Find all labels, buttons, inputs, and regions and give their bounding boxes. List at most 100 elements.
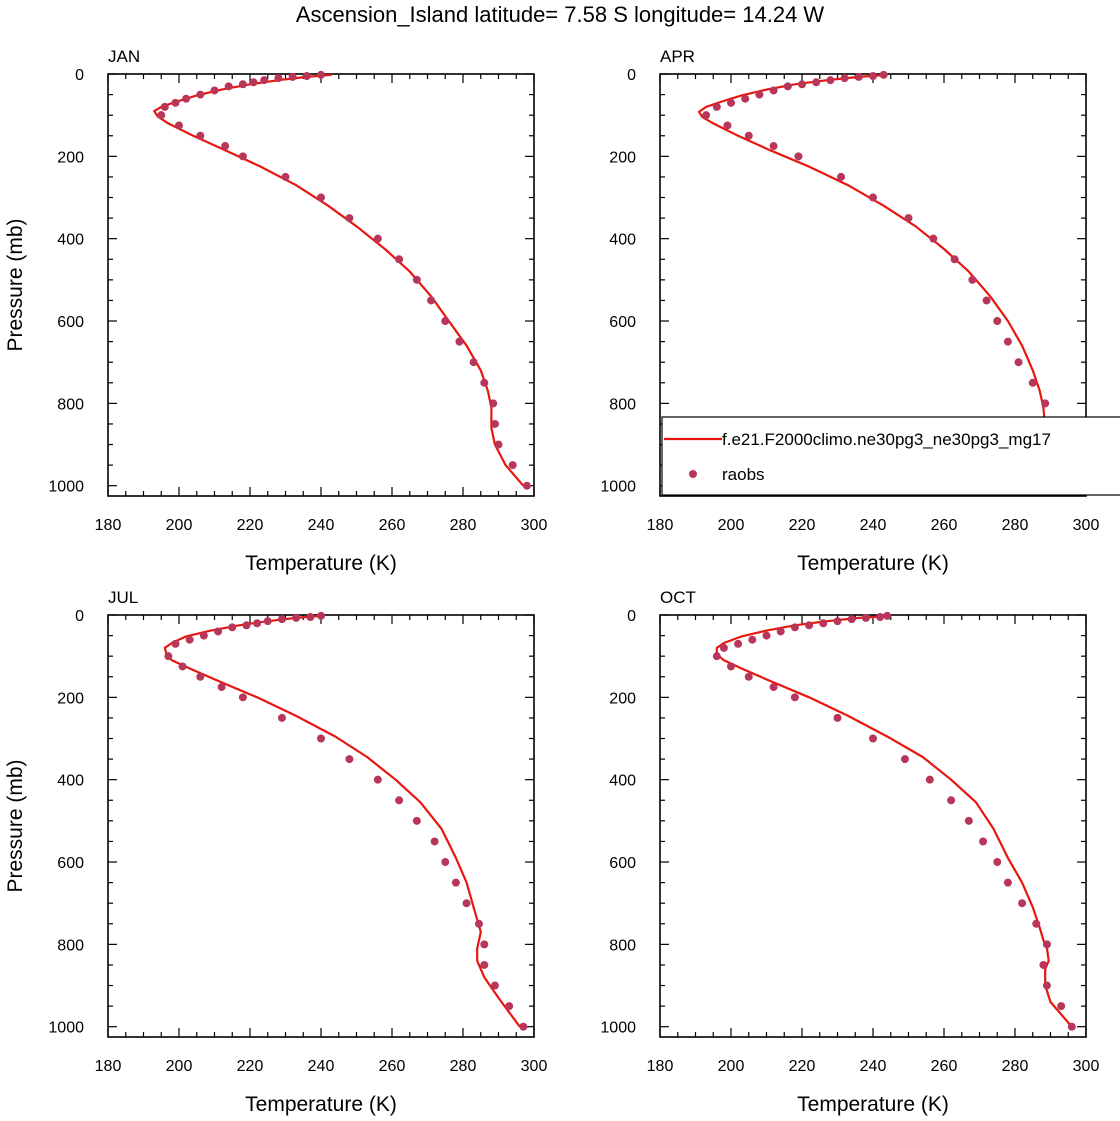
x-tick-label: 300: [521, 517, 548, 534]
x-tick-label: 260: [379, 517, 406, 534]
raobs-point: [1032, 919, 1041, 928]
raobs-point: [869, 72, 877, 81]
raobs-point: [964, 816, 973, 825]
x-axis-label: Temperature (K): [797, 1093, 949, 1116]
x-axis-label: Temperature (K): [245, 1093, 397, 1116]
raobs-point: [427, 296, 436, 305]
plot-frame: [659, 614, 1087, 1038]
x-tick-label: 280: [1002, 1058, 1029, 1075]
raobs-point: [182, 94, 191, 103]
raobs-point: [854, 72, 863, 81]
x-tick-label: 260: [379, 1058, 406, 1075]
raobs-point: [228, 623, 237, 632]
x-tick-label: 280: [1002, 517, 1029, 534]
raobs-point: [1028, 378, 1037, 387]
x-tick-label: 220: [237, 1058, 264, 1075]
raobs-point: [950, 255, 959, 264]
y-tick-label: 800: [57, 396, 84, 413]
raobs-point: [306, 613, 315, 622]
x-tick-label: 260: [931, 1058, 958, 1075]
raobs-point: [175, 121, 183, 130]
raobs-point: [840, 74, 849, 83]
x-tick-label: 200: [166, 1058, 193, 1075]
raobs-point: [317, 193, 325, 202]
raobs-point: [712, 652, 721, 661]
raobs-point: [769, 683, 778, 692]
raobs-point: [451, 878, 460, 887]
raobs-point: [993, 317, 1002, 326]
raobs-point: [1041, 399, 1050, 408]
raobs-point: [1042, 940, 1051, 949]
raobs-point: [430, 837, 439, 846]
raobs-point: [727, 662, 735, 671]
raobs-point: [1057, 1002, 1066, 1011]
y-tick-label: 0: [75, 608, 84, 625]
raobs-point: [879, 70, 888, 79]
raobs-point: [238, 80, 247, 89]
raobs-point: [171, 98, 180, 107]
raobs-point: [171, 639, 180, 648]
raobs-point: [1042, 981, 1051, 990]
raobs-point: [317, 70, 325, 79]
panel-title: OCT: [660, 588, 696, 607]
raobs-point: [395, 796, 404, 805]
raobs-point: [794, 152, 803, 161]
y-tick-label: 400: [57, 232, 84, 249]
raobs-point: [883, 611, 892, 620]
raobs-point: [274, 74, 283, 83]
raobs-point: [412, 816, 421, 825]
raobs-point: [833, 713, 842, 722]
y-tick-label: 0: [627, 608, 636, 625]
raobs-point: [238, 693, 247, 702]
raobs-point: [302, 72, 311, 81]
x-tick-label: 240: [308, 1058, 335, 1075]
raobs-point: [1003, 878, 1012, 887]
raobs-point: [292, 613, 301, 622]
panel-apr: 180 200 220 240 260 280 300 0 200 400 600 800 1000 AP…: [600, 47, 1099, 575]
raobs-point: [869, 193, 877, 202]
raobs-point: [395, 255, 404, 264]
raobs-point: [798, 80, 806, 89]
raobs-point: [178, 662, 187, 671]
raobs-point: [196, 90, 205, 99]
x-tick-label: 240: [308, 517, 335, 534]
panel-title: JUL: [108, 588, 138, 607]
raobs-point: [253, 619, 262, 628]
raobs-point: [469, 358, 478, 367]
raobs-point: [505, 1002, 514, 1011]
raobs-point: [490, 981, 499, 990]
page-title: Ascension_Island latitude= 7.58 S longit…: [295, 2, 825, 27]
raobs-point: [480, 960, 489, 969]
raobs-point: [249, 78, 258, 87]
raobs-point: [474, 919, 483, 928]
raobs-point: [979, 837, 988, 846]
x-tick-label: 220: [237, 517, 264, 534]
y-axis-label: Pressure (mb): [4, 218, 27, 351]
raobs-point: [441, 317, 450, 326]
raobs-point: [519, 1022, 528, 1031]
raobs-point: [373, 775, 382, 784]
raobs-point: [490, 419, 499, 428]
x-tick-label: 300: [1073, 517, 1100, 534]
raobs-point: [480, 378, 489, 387]
raobs-point: [929, 234, 938, 243]
y-tick-label: 600: [609, 314, 636, 331]
x-tick-label: 260: [931, 517, 958, 534]
raobs-point: [947, 796, 956, 805]
x-tick-label: 280: [450, 517, 477, 534]
panel-jul: 180 200 220 240 260 280 300 0 200 400 600 800 1000 JU…: [4, 588, 547, 1116]
raobs-point: [805, 621, 814, 630]
raobs-point: [160, 102, 169, 111]
raobs-point: [925, 775, 934, 784]
x-axis-label: Temperature (K): [245, 552, 397, 575]
x-tick-label: 280: [450, 1058, 477, 1075]
raobs-point: [861, 613, 870, 622]
raobs-point: [783, 82, 792, 91]
x-axis-label: Temperature (K): [797, 552, 949, 575]
x-tick-label: 240: [860, 517, 887, 534]
model-profile-line: [697, 74, 1084, 487]
raobs-point: [719, 643, 728, 652]
raobs-point: [769, 142, 778, 151]
plot-frame: [107, 614, 535, 1038]
